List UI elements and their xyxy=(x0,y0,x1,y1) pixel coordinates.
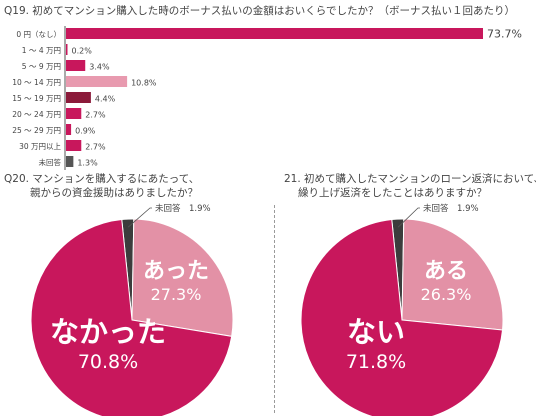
pie-slice-0 xyxy=(300,218,504,416)
bar-value-label: 10.8% xyxy=(131,79,157,88)
bar-6 xyxy=(66,124,72,135)
q20-title-line-1: Q20. マンションを購入するにあたって、 xyxy=(4,173,200,185)
pie-label-no: なかった xyxy=(50,315,166,349)
bar-category-label: 0 円（なし） xyxy=(16,30,61,39)
q20-title-line-2: 親からの資金援助はありましたか？ xyxy=(30,187,198,199)
bar-value-label: 0.9% xyxy=(75,127,96,136)
bar-category-label: 30 万円以上 xyxy=(19,142,61,151)
bar-value-label: 2.7% xyxy=(85,111,106,120)
bar-category-label: 未回答 xyxy=(39,157,62,167)
bar-value-label: 1.3% xyxy=(77,159,98,168)
bar-category-label: 25 ～ 29 万円 xyxy=(12,126,61,135)
pie-slice-1 xyxy=(401,218,504,331)
bar-category-label: 20 ～ 24 万円 xyxy=(12,110,61,119)
pie-label-yes: ある xyxy=(424,259,468,284)
bar-3 xyxy=(66,76,128,87)
q19-bar-chart: 0 円（なし） 1 ～ 4 万円 5 ～ 9 万円 10 ～ 14 万円 15 ～ 19… xyxy=(12,26,522,170)
bar-value-label: 0.2% xyxy=(72,47,93,56)
bar-7 xyxy=(66,140,82,151)
pie-value-no: 71.8% xyxy=(346,351,406,373)
bar-2 xyxy=(66,60,86,71)
vertical-divider xyxy=(274,205,275,413)
pie-leader-line xyxy=(127,207,152,228)
q21-title-line-2: 繰り上げ返済をしたことはありますか？ xyxy=(298,187,487,199)
bar-value-label: 4.4% xyxy=(95,95,116,104)
bar-category-label: 10 ～ 14 万円 xyxy=(12,78,61,87)
bar-8 xyxy=(66,156,74,167)
pie-label-yes: あった xyxy=(143,259,209,284)
pie-value-yes: 26.3% xyxy=(421,285,472,304)
pie-leader-line xyxy=(397,207,420,228)
bar-value-label: 2.7% xyxy=(85,143,106,152)
bar-0 xyxy=(66,28,483,39)
pie-value-yes: 27.3% xyxy=(151,285,202,304)
bar-category-label: 15 ～ 19 万円 xyxy=(12,94,61,103)
q19-title: Q19. 初めてマンション購入した時のボーナス払いの金額はおいくらでしたか？（ボ… xyxy=(4,5,515,17)
bar-category-label: 5 ～ 9 万円 xyxy=(22,62,61,71)
pie-slice-0 xyxy=(30,218,233,416)
bar-value-label: 3.4% xyxy=(89,63,110,72)
q21-title-line-1: 21. 初めて購入したマンションのローン返済において、 xyxy=(284,173,536,185)
bar-1 xyxy=(66,44,68,55)
bar-5 xyxy=(66,108,82,119)
q21-title: 21. 初めて購入したマンションのローン返済において、 繰り上げ返済をしたことは… xyxy=(284,172,536,200)
pie-label-unanswered: 未回答 1.9% xyxy=(423,203,479,214)
bar-4 xyxy=(66,92,91,103)
pie-slice-1 xyxy=(131,218,234,337)
pie-label-unanswered: 未回答 1.9% xyxy=(155,203,211,214)
q20-title: Q20. マンションを購入するにあたって、 親からの資金援助はありましたか？ xyxy=(4,172,199,200)
bar-category-label: 1 ～ 4 万円 xyxy=(22,46,61,55)
pie-value-no: 70.8% xyxy=(78,351,138,373)
pie-label-no: ない xyxy=(347,315,405,349)
bar-value-label: 73.7% xyxy=(487,28,522,41)
